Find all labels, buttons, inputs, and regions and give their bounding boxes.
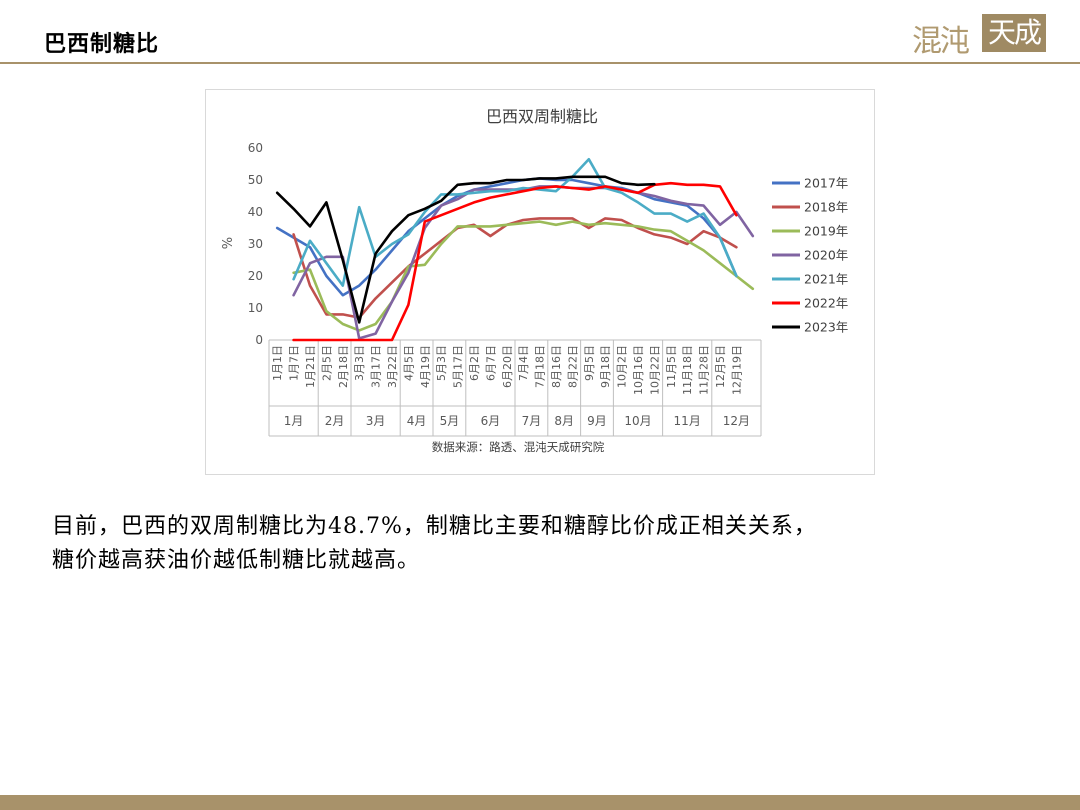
x-tick-label: 10月16日 [632,345,645,395]
chart-source: 数据来源：路透、混沌天成研究院 [432,440,605,454]
month-label: 9月 [587,414,607,428]
y-tick-label: 10 [248,301,263,315]
y-tick-label: 0 [255,333,263,347]
month-label: 6月 [481,414,501,428]
series-line-2020年 [292,185,755,340]
x-tick-label: 1月7日 [288,345,301,381]
month-label: 8月 [554,414,574,428]
chart-title: 巴西双周制糖比 [486,107,598,126]
y-tick-label: 20 [248,269,263,283]
legend-label: 2022年 [804,296,848,311]
series-line-2021年 [292,157,738,287]
month-label: 4月 [407,414,427,428]
month-label: 3月 [366,414,386,428]
legend-label: 2023年 [804,320,848,335]
x-tick-label: 9月18日 [599,345,612,388]
series-line-2022年 [292,181,738,342]
series-line-2018年 [292,217,738,319]
month-label: 7月 [522,414,542,428]
x-tick-label: 11月18日 [681,345,694,395]
month-label: 5月 [440,414,460,428]
y-axis-label: % [221,237,236,249]
legend-label: 2020年 [804,248,848,263]
x-tick-label: 2月5日 [320,345,333,381]
chart-container: 巴西双周制糖比 % 0 10 20 30 40 50 60 1月1日 1月7日 1月21日 2月5… [205,89,875,475]
x-tick-label: 11月5日 [665,345,678,388]
header-divider [0,62,1080,64]
body-text: 目前，巴西的双周制糖比为48.7%，制糖比主要和糖醇比价成正相关关系， 糖价越高… [52,510,1012,578]
x-tick-label: 8月16日 [550,345,563,388]
x-tick-label: 2月18日 [337,345,350,388]
legend-label: 2021年 [804,272,848,287]
x-tick-label: 3月3日 [353,345,366,381]
month-label: 2月 [325,414,345,428]
x-tick-label: 3月22日 [386,345,399,388]
x-tick-label: 12月19日 [730,345,743,395]
company-logo: 混沌 天成 [912,12,1052,59]
x-tick-label: 6月20日 [501,345,514,388]
slide-title: 巴西制糖比 [44,31,160,57]
x-tick-label: 10月22日 [648,345,661,395]
body-line-1: 目前，巴西的双周制糖比为48.7%，制糖比主要和糖醇比价成正相关关系， [52,514,817,539]
y-tick-label: 40 [248,205,263,219]
y-tick-label: 30 [248,237,263,251]
x-tick-label: 4月19日 [419,345,432,388]
month-label: 12月 [723,414,750,428]
x-tick-label: 12月5日 [714,345,727,388]
x-tick-label: 5月3日 [435,345,448,381]
legend-label: 2018年 [804,200,848,215]
footer-bar [0,795,1080,810]
month-label: 1月 [284,414,304,428]
legend-label: 2019年 [804,224,848,239]
body-line-2: 糖价越高获油价越低制糖比就越高。 [52,548,421,573]
x-tick-label: 6月7日 [484,345,497,381]
x-tick-label: 6月2日 [468,345,481,381]
x-tick-label: 9月5日 [583,345,596,381]
x-tick-label: 3月17日 [370,345,383,388]
x-tick-label: 8月22日 [566,345,579,388]
y-tick-label: 60 [248,141,263,155]
x-tick-label: 7月4日 [517,345,530,381]
x-tick-label: 1月21日 [304,345,317,388]
y-tick-label: 50 [248,173,263,187]
series-line-2019年 [292,220,755,332]
month-label: 10月 [624,414,651,428]
x-tick-label: 10月2日 [616,345,629,388]
x-tick-label: 4月5日 [402,345,415,381]
logo-text-left: 混沌 [912,24,970,59]
legend-label: 2017年 [804,176,848,191]
x-tick-label: 7月18日 [534,345,547,388]
series-line-2017年 [275,177,738,297]
logo-text-right: 天成 [982,14,1046,52]
month-label: 11月 [674,414,701,428]
series-line-2023年 [275,175,656,324]
x-tick-label: 5月17日 [452,345,465,388]
x-tick-label: 1月1日 [271,345,284,381]
x-tick-label: 11月28日 [698,345,711,395]
